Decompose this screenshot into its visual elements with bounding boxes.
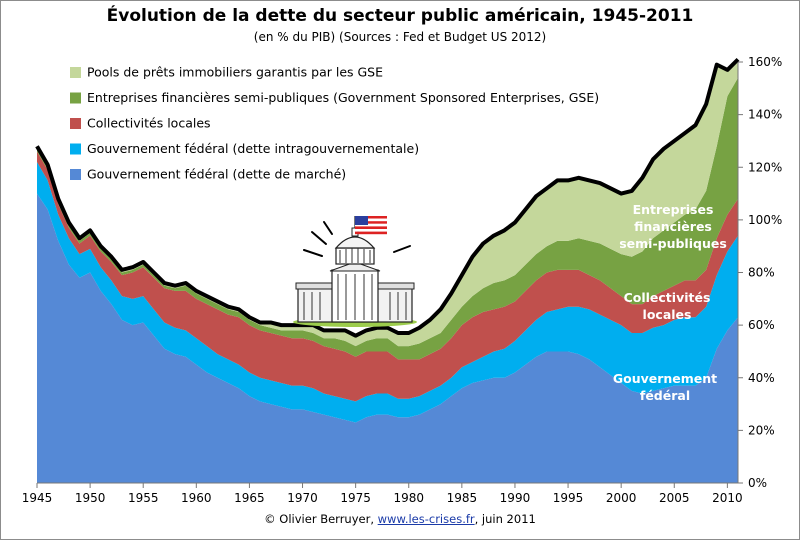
y-tick-label: 40% — [748, 371, 775, 385]
y-tick-label: 20% — [748, 423, 775, 437]
y-tick-label: 60% — [748, 318, 775, 332]
legend-swatch — [70, 169, 81, 180]
legend-label: Gouvernement fédéral (dette intragouvern… — [87, 141, 419, 156]
credit-prefix: © Olivier Berruyer, — [264, 512, 374, 526]
total-debt-line — [35, 57, 740, 338]
x-tick-label: 1945 — [22, 491, 53, 505]
x-tick-label: 1965 — [234, 491, 265, 505]
x-tick-label: 2010 — [712, 491, 743, 505]
area-series-2 — [37, 151, 738, 402]
y-tick-label: 100% — [748, 213, 782, 227]
legend: Pools de prêts immobiliers garantis par … — [70, 65, 599, 182]
x-axis-ticks: 1945 1950 1955 1960 1965 1970 1975 1980 1985 1990… — [22, 483, 743, 505]
credit-suffix: , juin 2011 — [474, 512, 536, 526]
x-tick-label: 1975 — [340, 491, 371, 505]
x-tick-label: 1995 — [553, 491, 584, 505]
y-tick-label: 120% — [748, 160, 782, 174]
area-series-1 — [37, 161, 738, 423]
x-tick-label: 1970 — [287, 491, 318, 505]
stacked-areas — [37, 59, 738, 483]
annotation-label: Collectivités locales — [624, 290, 711, 322]
x-tick-label: 1955 — [128, 491, 159, 505]
annotation-label: Entreprises financières semi-publiques — [619, 202, 727, 251]
credit-line: © Olivier Berruyer, www.les-crises.fr, j… — [0, 512, 800, 526]
annotations: Entreprises financières semi-publiques Coll… — [613, 202, 727, 403]
x-tick-label: 1960 — [181, 491, 212, 505]
x-tick-label: 2005 — [659, 491, 690, 505]
legend-swatch — [70, 118, 81, 129]
x-tick-label: 1985 — [447, 491, 478, 505]
y-tick-label: 140% — [748, 108, 782, 122]
legend-label: Pools de prêts immobiliers garantis par … — [87, 65, 383, 80]
legend-label: Collectivités locales — [87, 116, 211, 131]
x-tick-label: 1950 — [75, 491, 106, 505]
x-tick-label: 1990 — [500, 491, 531, 505]
y-tick-label: 160% — [748, 55, 782, 69]
us-flag-icon — [355, 216, 387, 235]
legend-label: Entreprises financières semi-publiques (… — [87, 90, 599, 105]
legend-swatch — [70, 92, 81, 104]
x-tick-label: 1980 — [393, 491, 424, 505]
capitol-building-icon — [293, 216, 417, 327]
legend-swatch — [70, 143, 81, 155]
credit-link[interactable]: www.les-crises.fr — [377, 512, 475, 526]
area-series-4 — [37, 59, 738, 347]
legend-label: Gouvernement fédéral (dette de marché) — [87, 167, 346, 182]
chart-subtitle: (en % du PIB) (Sources : Fed et Budget U… — [253, 30, 547, 44]
y-tick-label: 0% — [748, 476, 767, 490]
legend-swatch — [70, 67, 81, 78]
y-axis-ticks: 0% 20% 40% 60% 80% 100% 120% 140% 160% — [738, 55, 782, 490]
area-series-0 — [37, 193, 738, 483]
x-tick-label: 2000 — [606, 491, 637, 505]
y-tick-label: 80% — [748, 266, 775, 280]
chart-title: Évolution de la dette du secteur public … — [106, 6, 694, 26]
annotation-label: Gouvernement fédéral — [613, 371, 717, 403]
